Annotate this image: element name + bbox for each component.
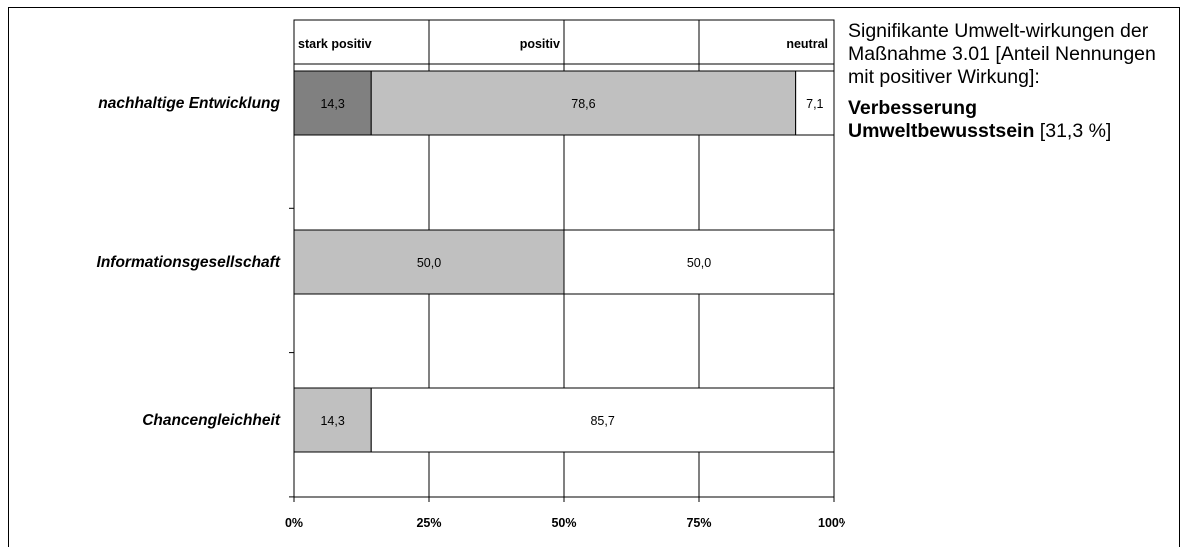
- data-label-0-2: 7,1: [806, 97, 823, 111]
- figure-frame: [8, 7, 1180, 547]
- data-label-2-1: 14,3: [320, 414, 344, 428]
- data-label-1-1: 50,0: [417, 256, 441, 270]
- note-highlight-value: [31,3 %]: [1034, 120, 1112, 142]
- bar-0-2: [795, 70, 835, 136]
- stacked-bar-chart: stark positiv positiv neutral 14,3 78,6 7,1 na…: [97, 19, 845, 530]
- bar-2-2: [370, 387, 835, 453]
- category-label-2: Chancengleichheit: [142, 412, 281, 429]
- bar-1-2: [563, 229, 835, 295]
- bar-0-0: [293, 70, 372, 136]
- x-tick-label-4: 100%: [818, 516, 845, 530]
- note-intro: Signifikante Umwelt-wirkungen der Maßnah…: [848, 20, 1156, 88]
- data-label-0-1: 78,6: [571, 97, 595, 111]
- x-tick-label-0: 0%: [285, 516, 303, 530]
- header-label-positiv: positiv: [520, 37, 560, 51]
- header-label-neutral: neutral: [786, 37, 828, 51]
- side-note: Signifikante Umwelt-wirkungen der Maßnah…: [848, 20, 1168, 151]
- data-label-0-0: 14,3: [320, 97, 344, 111]
- data-label-1-2: 50,0: [687, 256, 711, 270]
- x-tick-label-1: 25%: [416, 516, 441, 530]
- category-label-0: nachhaltige Entwicklung: [98, 95, 280, 112]
- x-tick-label-2: 50%: [551, 516, 576, 530]
- note-highlight: Verbesserung Umweltbewusstsein [31,3 %]: [848, 97, 1168, 143]
- header-label-stark-positiv: stark positiv: [298, 37, 372, 51]
- category-label-1: Informationsgesellschaft: [97, 254, 281, 271]
- bar-1-1: [293, 229, 565, 295]
- bar-0-1: [370, 70, 797, 136]
- note-highlight-label: Verbesserung Umweltbewusstsein: [848, 97, 1035, 142]
- x-tick-label-3: 75%: [686, 516, 711, 530]
- data-label-2-2: 85,7: [590, 414, 614, 428]
- bar-2-1: [293, 387, 372, 453]
